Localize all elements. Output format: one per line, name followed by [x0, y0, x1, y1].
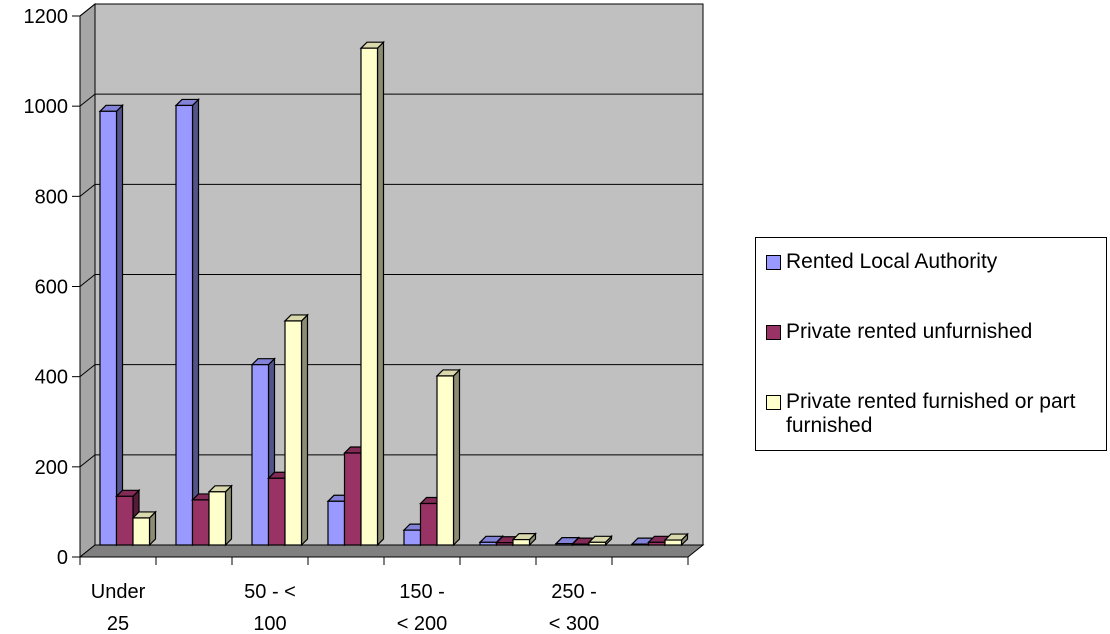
bar-rented-local-authority: [99, 110, 118, 546]
bar-private-rented-furnished-or-part-furnished: [284, 320, 303, 546]
bar-side-rented-local-authority: [191, 97, 200, 547]
bar-rented-local-authority: [555, 543, 574, 546]
bar-private-rented-unfurnished: [495, 542, 514, 546]
bar-private-rented-furnished-or-part-furnished: [664, 539, 683, 546]
gridline-side: [79, 364, 96, 378]
bar-private-rented-unfurnished: [647, 541, 666, 546]
bar-rented-local-authority: [327, 500, 346, 546]
bar-private-rented-unfurnished: [267, 477, 286, 546]
y-tick-label: 600: [35, 277, 68, 299]
gridline-side: [79, 454, 96, 468]
x-tick-label: < 300: [549, 613, 600, 634]
x-tick-label: 25: [107, 613, 129, 634]
bar-side-private-rented-furnished-or-part-furnished: [300, 313, 309, 547]
chart-legend: Rented Local Authority Private rented un…: [755, 237, 1107, 451]
legend-swatch-private-rented-furnished: [766, 395, 781, 410]
x-tick-label: 250 -: [551, 581, 597, 603]
bar-private-rented-unfurnished: [191, 499, 210, 546]
bar-rented-local-authority: [251, 364, 270, 546]
legend-swatch-private-rented-unfurnished: [766, 325, 781, 340]
bar-rented-local-authority: [631, 543, 650, 546]
y-tick-label: 200: [35, 457, 68, 479]
legend-swatch-rented-local-authority: [766, 255, 781, 270]
legend-item-rented-local-authority: Rented Local Authority: [766, 250, 1086, 274]
bar-rented-local-authority: [175, 104, 194, 546]
legend-label: Rented Local Authority: [786, 250, 998, 273]
y-tick-label: 1200: [24, 6, 69, 28]
bar-rented-local-authority: [479, 541, 498, 546]
bar-private-rented-furnished-or-part-furnished: [360, 47, 379, 546]
plot-floor: [78, 544, 705, 558]
bar-private-rented-furnished-or-part-furnished: [512, 538, 531, 546]
legend-item-private-rented-unfurnished: Private rented unfurnished: [766, 320, 1086, 344]
y-tick-label: 0: [57, 547, 68, 569]
bar-private-rented-furnished-or-part-furnished: [588, 541, 607, 546]
bar-private-rented-unfurnished: [343, 452, 362, 546]
bar-private-rented-furnished-or-part-furnished: [208, 491, 227, 546]
bar-private-rented-unfurnished: [115, 495, 134, 546]
x-tick-label: 50 - <: [244, 581, 296, 603]
bar-side-private-rented-furnished-or-part-furnished: [452, 368, 461, 547]
x-tick-label: 150 -: [399, 581, 445, 603]
x-tick-label: < 200: [397, 613, 448, 634]
x-tick-label: 100: [253, 613, 286, 634]
legend-item-private-rented-furnished: Private rented furnished or part furnish…: [766, 390, 1086, 438]
gridline-side: [79, 274, 96, 287]
bar-private-rented-furnished-or-part-furnished: [132, 517, 151, 546]
y-tick-label: 1000: [24, 96, 69, 118]
legend-label: Private rented unfurnished: [786, 320, 1033, 343]
x-tick-label: Under: [91, 581, 146, 603]
bar-private-rented-unfurnished: [571, 543, 590, 546]
bar-side-rented-local-authority: [115, 103, 124, 547]
bar-rented-local-authority: [403, 529, 422, 546]
gridline-side: [79, 183, 96, 197]
bar-private-rented-unfurnished: [419, 502, 438, 546]
y-tick-label: 800: [35, 186, 68, 208]
gridline-side: [79, 93, 96, 107]
bar-side-private-rented-furnished-or-part-furnished: [224, 484, 233, 547]
y-tick-label: 400: [35, 367, 68, 389]
bar-private-rented-furnished-or-part-furnished: [436, 375, 455, 546]
bar-side-private-rented-furnished-or-part-furnished: [376, 40, 385, 547]
legend-label: Private rented furnished or part furnish…: [786, 390, 1076, 437]
gridline-side: [79, 3, 96, 17]
